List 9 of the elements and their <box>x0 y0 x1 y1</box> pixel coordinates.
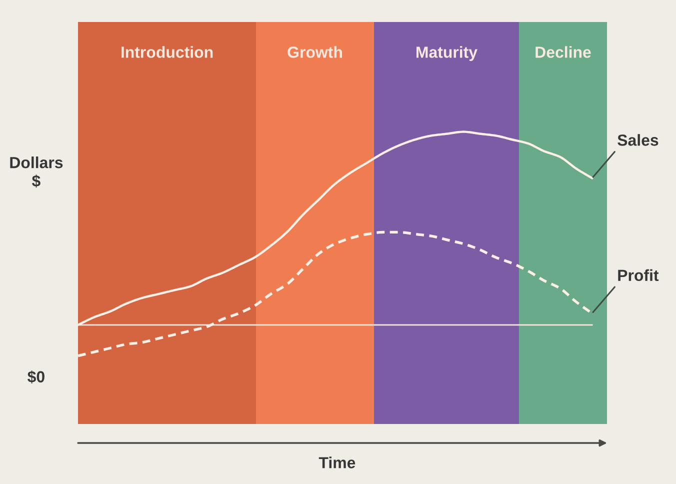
text: Profit <box>618 269 659 282</box>
text: Sales <box>618 134 658 146</box>
text: Decline <box>536 46 591 58</box>
text: Maturity <box>416 46 478 62</box>
y-axis-title: Dollars $ <box>10 156 63 188</box>
text: Introduction <box>122 46 213 58</box>
text: Growth <box>288 46 342 58</box>
text: $0 <box>28 370 44 384</box>
text: Time <box>318 456 356 468</box>
